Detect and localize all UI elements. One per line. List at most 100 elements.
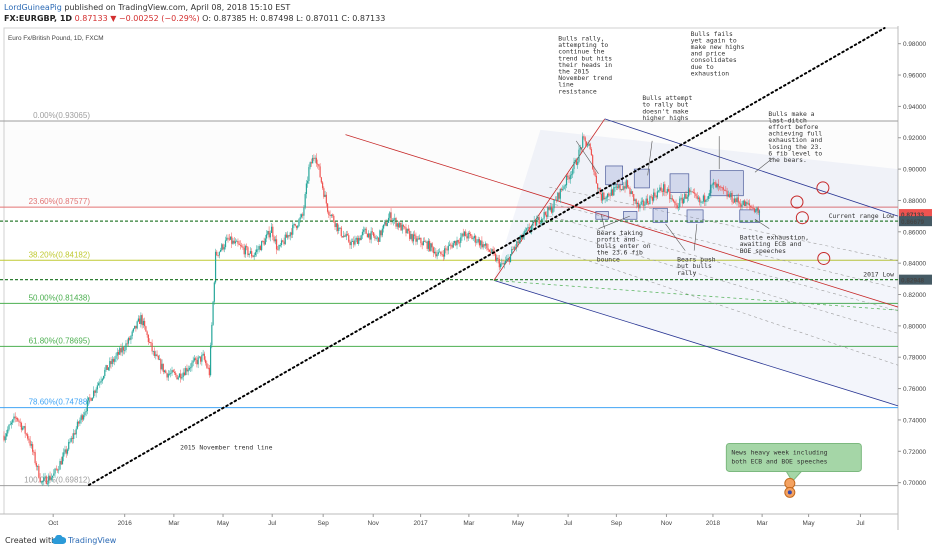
median-line	[493, 280, 899, 311]
candle-body	[619, 185, 621, 190]
candle-body	[753, 208, 756, 212]
candle-body	[373, 232, 375, 237]
candle-body	[679, 198, 681, 207]
published-text: published on TradingView.com, April 08, …	[64, 3, 291, 12]
candle-body	[124, 349, 126, 351]
candle-body	[305, 183, 308, 194]
candle-body	[648, 203, 650, 205]
annotation-line: line	[558, 81, 574, 89]
x-tick-label: Nov	[661, 520, 673, 527]
tradingview-link[interactable]: TradingView	[68, 536, 117, 545]
candle-body	[695, 193, 697, 197]
trend-line-2015	[87, 27, 886, 486]
candle-body	[382, 224, 385, 229]
candle-body	[207, 367, 209, 369]
candle-body	[610, 189, 612, 196]
annotation-line: profit and	[597, 236, 636, 244]
candle-body	[573, 161, 575, 170]
annotation-line: BOE speeches	[740, 247, 786, 255]
candle-body	[445, 248, 447, 250]
candle-body	[600, 193, 602, 201]
candle-body	[707, 195, 710, 199]
fib-level-label: 38.20%(0.84182)	[29, 250, 91, 259]
candle-body	[507, 258, 509, 259]
candle-body	[299, 217, 301, 220]
consolidation-box	[652, 207, 668, 223]
candle-body	[150, 342, 152, 344]
annotation-note: Bulls rally, attempting to continue the tre…	[558, 35, 612, 96]
candle-body	[502, 263, 504, 265]
candle-body	[528, 227, 530, 231]
candle-body	[254, 252, 256, 255]
candle-body	[218, 251, 220, 256]
candle-body	[523, 231, 525, 237]
candle-body	[659, 187, 661, 191]
candle-body	[577, 161, 579, 165]
candle-body	[511, 249, 513, 255]
candle-body	[549, 206, 551, 210]
candle-body	[712, 182, 714, 185]
candle-body	[534, 220, 537, 226]
candle-body	[663, 184, 665, 192]
candle-body	[353, 241, 355, 245]
candle-body	[23, 426, 25, 428]
candle-body	[176, 374, 178, 380]
candle-body	[615, 186, 617, 188]
candle-body	[427, 240, 429, 249]
candle-body	[597, 183, 599, 189]
candle-body	[70, 437, 72, 442]
candle-body	[410, 234, 412, 239]
candle-body	[550, 206, 553, 213]
candle-body	[517, 241, 519, 244]
annotation-line: achieving full	[768, 130, 822, 138]
candle-body	[443, 248, 446, 257]
candle-body	[497, 257, 499, 259]
candle-body	[307, 180, 309, 184]
candle-body	[411, 234, 413, 242]
price-tag	[899, 209, 932, 220]
candle-body	[155, 354, 157, 356]
candle-body	[689, 189, 691, 192]
candle-body	[132, 328, 135, 332]
candle-body	[101, 378, 103, 381]
candle-body	[717, 183, 719, 187]
candle-body	[616, 186, 619, 188]
annotation-line: exhaustion and	[768, 136, 822, 144]
candle-body	[346, 234, 349, 236]
candle-body	[175, 372, 177, 375]
annotation-line: the 2015	[558, 68, 589, 76]
candle-body	[588, 143, 590, 146]
candle-body	[687, 189, 690, 197]
candle-body	[426, 241, 428, 249]
candle-body	[618, 185, 620, 188]
candle-body	[758, 211, 761, 213]
candle-body	[81, 415, 84, 420]
annotation-line: bounce	[597, 255, 620, 263]
price-tag	[899, 216, 932, 227]
candle-body	[248, 253, 250, 256]
candle-body	[387, 217, 390, 223]
candle-body	[293, 223, 295, 226]
candle-body	[323, 188, 325, 197]
candle-body	[634, 199, 636, 201]
author-link[interactable]: LordGuineaPig	[4, 3, 62, 12]
candle-body	[166, 373, 168, 378]
candle-body	[213, 282, 215, 302]
x-tick-label: 2018	[706, 520, 721, 527]
price-chart[interactable]: Euro Fx/British Pound, 1D, FXCM 0.70000 0.…	[0, 26, 932, 530]
candle-body	[630, 191, 632, 195]
candle-body	[141, 315, 143, 326]
channel-upper-blue	[604, 118, 899, 217]
candle-body	[201, 355, 203, 362]
candle-body	[506, 258, 508, 261]
candle-body	[156, 354, 158, 356]
candle-body	[730, 192, 732, 198]
fib-level-label: 78.60%(0.74788)	[29, 398, 91, 407]
candle-body	[651, 197, 654, 201]
candle-body	[621, 189, 624, 191]
candle-body	[173, 371, 176, 373]
candle-body	[78, 421, 80, 424]
candle-body	[686, 196, 688, 199]
candle-body	[389, 212, 391, 218]
candle-body	[694, 192, 696, 194]
